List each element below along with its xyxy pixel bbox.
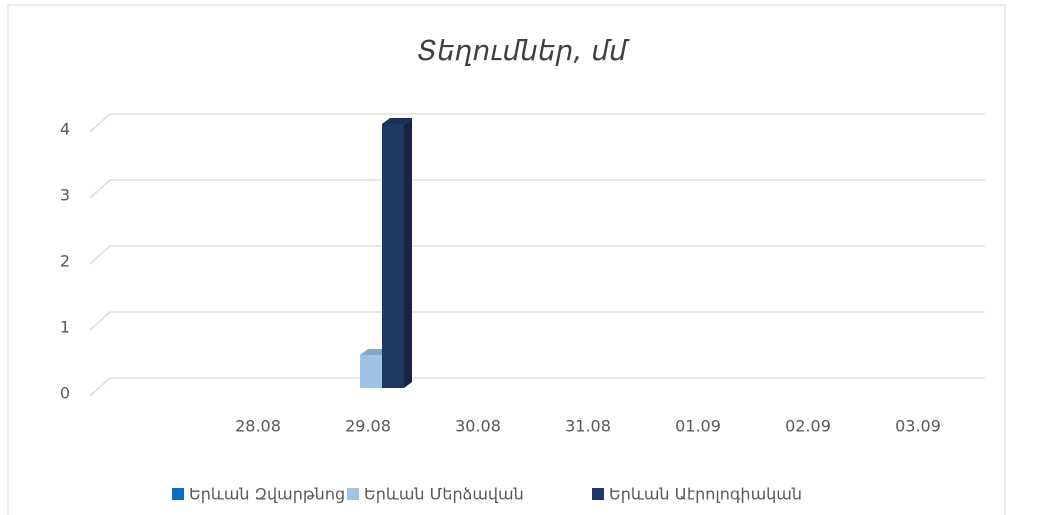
x-tick-label: 29.08 xyxy=(345,417,391,436)
grid-line xyxy=(89,311,985,331)
bar-face xyxy=(360,355,382,388)
grid-line xyxy=(89,179,985,199)
y-tick-label: 2 xyxy=(60,252,70,271)
bar xyxy=(382,118,412,388)
x-tick-label: 30.08 xyxy=(455,417,501,436)
bar-face xyxy=(404,118,412,388)
bar-face xyxy=(382,124,404,388)
legend-label: Երևան Մերձավան xyxy=(364,485,524,504)
grid-line xyxy=(89,113,985,133)
y-tick-label: 3 xyxy=(60,186,70,205)
legend-swatch xyxy=(172,488,184,500)
x-tick-label: 02.09 xyxy=(785,417,831,436)
legend-label: Երևան Զվարթնոց xyxy=(189,485,345,504)
grid-line xyxy=(89,245,985,265)
y-tick-label: 4 xyxy=(60,120,70,139)
chart-title: Տեղումներ, մմ xyxy=(417,34,630,67)
x-tick-label: 31.08 xyxy=(565,417,611,436)
legend-swatch xyxy=(347,488,359,500)
y-tick-label: 1 xyxy=(60,318,70,337)
x-tick-label: 01.09 xyxy=(675,417,721,436)
x-tick-label: 28.08 xyxy=(235,417,281,436)
legend-swatch xyxy=(592,488,604,500)
chart-frame xyxy=(7,4,1006,515)
y-tick-label: 0 xyxy=(60,384,70,403)
bar-face xyxy=(382,118,412,124)
x-tick-label: 03.09 xyxy=(895,417,941,436)
legend-label: Երևան Աէրոլոգիական xyxy=(609,485,802,504)
grid-line xyxy=(89,377,985,397)
